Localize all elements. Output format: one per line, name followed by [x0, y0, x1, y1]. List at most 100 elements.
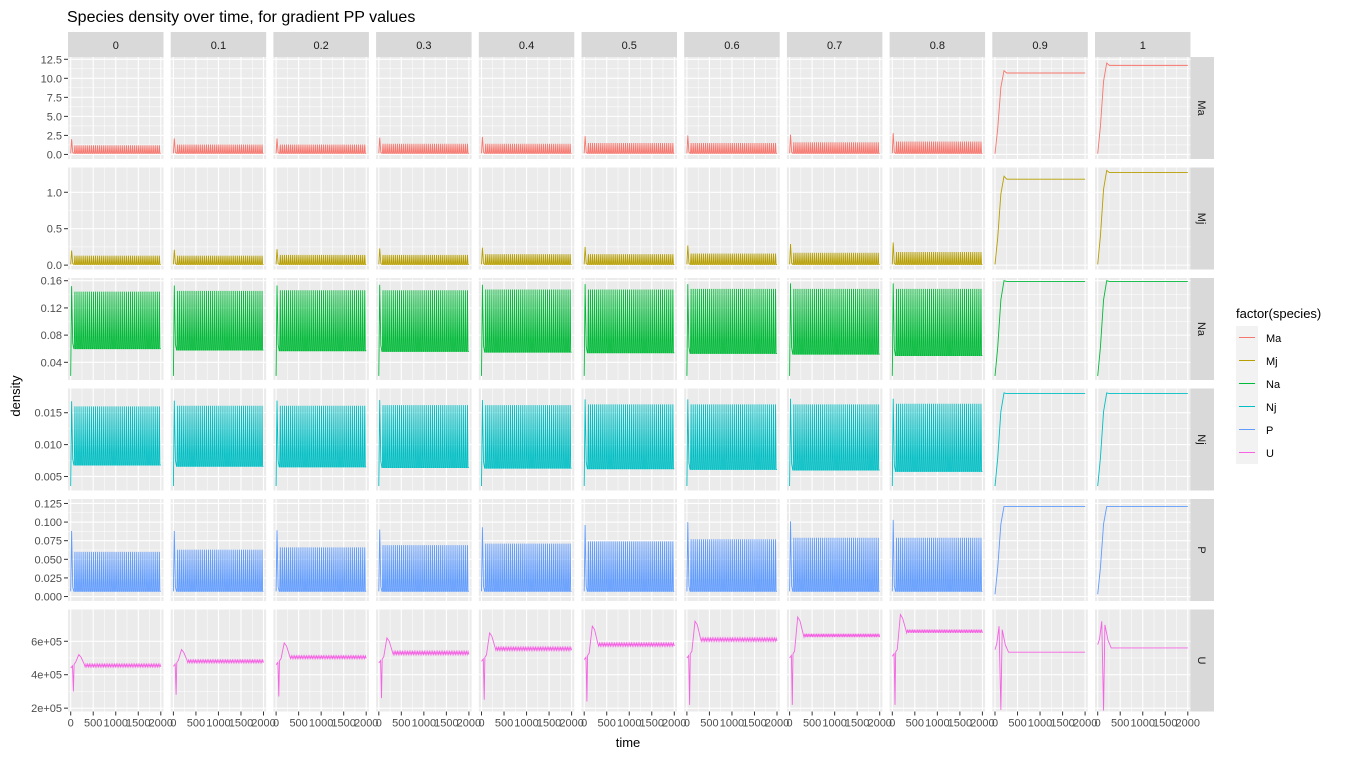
facet-strip-col-label: 0.5: [622, 40, 637, 52]
series-line-Nj-pp-0: [70, 401, 161, 487]
series-line-Mj-pp-0: [70, 250, 161, 265]
series-line-Nj-pp-1: [1097, 392, 1188, 487]
x-tick-label: 500: [1111, 718, 1129, 730]
facet-strip-row: [1190, 167, 1214, 270]
x-tick-label: 1500: [229, 718, 253, 730]
x-tick-label: 2000: [1073, 718, 1097, 730]
y-tick-label: 1.0: [47, 187, 62, 199]
y-tick-label: 2e+05: [31, 703, 62, 715]
y-axis-title: density: [8, 375, 23, 417]
x-tick-label: 500: [84, 718, 102, 730]
facet-strip-row: [1190, 278, 1214, 380]
facet-strip-row-label: Na: [1195, 322, 1207, 337]
facet-strip-row-label: P: [1195, 546, 1207, 553]
x-tick-label: 500: [1008, 718, 1026, 730]
series-line-Nj-pp-0.5: [583, 399, 675, 487]
series-line-Mj-pp-0.6: [686, 245, 777, 265]
x-tick-label: 1500: [331, 718, 355, 730]
series-line-P-pp-0.2: [275, 530, 367, 592]
x-tick-label: 1000: [925, 718, 949, 730]
series-line-Ma-pp-0.5: [583, 136, 675, 154]
y-tick-label: 7.5: [47, 92, 62, 104]
facet-strip-col-label: 0.2: [314, 40, 329, 52]
series-line-U-pp-0.5: [583, 624, 675, 702]
y-tick-label: 0.025: [34, 573, 62, 585]
legend-label-Ma: Ma: [1266, 333, 1282, 345]
series-line-Na-pp-0.1: [172, 285, 264, 376]
series-line-Mj-pp-0.9: [994, 175, 1086, 265]
series-line-Ma-pp-0.9: [994, 69, 1086, 154]
x-tick-label: 1500: [845, 718, 869, 730]
series-line-Na-pp-0.8: [891, 283, 983, 376]
x-tick-label: 1500: [126, 718, 150, 730]
facet-strip-col-label: 0.7: [827, 40, 842, 52]
x-tick-label: 2000: [867, 718, 891, 730]
series-line-Mj-pp-0.1: [172, 249, 264, 265]
y-tick-label: 10.0: [41, 73, 62, 85]
chart-title: Species density over time, for gradient …: [67, 9, 415, 26]
x-tick-label: 2000: [149, 718, 173, 730]
series-line-U-pp-0.6: [686, 619, 778, 705]
series-line-Na-pp-0: [70, 286, 161, 376]
y-tick-label: 4e+05: [31, 670, 62, 682]
x-tick-label: 1000: [412, 718, 436, 730]
x-tick-label: 2000: [765, 718, 789, 730]
facet-strip-col-label: 0: [113, 40, 119, 52]
x-tick-label: 0: [889, 718, 895, 730]
facet-strip-col: [684, 32, 780, 57]
series-line-P-pp-0.3: [378, 529, 469, 592]
series-line-Ma-pp-0.6: [686, 135, 777, 154]
x-tick-label: 1500: [948, 718, 972, 730]
x-tick-label: 2000: [251, 718, 275, 730]
series-line-P-pp-0.6: [686, 522, 777, 592]
x-tick-label: 1500: [1153, 718, 1177, 730]
series-line-Mj-pp-0.4: [481, 247, 572, 265]
series-line-Na-pp-1: [1097, 280, 1188, 376]
series-line-U-pp-1: [1097, 621, 1188, 711]
series-line-Mj-pp-0.3: [378, 248, 469, 265]
x-tick-label: 1500: [640, 718, 664, 730]
series-line-Ma-pp-0: [70, 139, 161, 154]
series-line-Na-pp-0.2: [275, 285, 367, 376]
series-line-Na-pp-0.6: [686, 284, 777, 376]
facet-strip-col: [170, 32, 267, 57]
series-line-Ma-pp-0.4: [481, 136, 572, 154]
series-line-U-pp-0.7: [789, 615, 881, 705]
y-tick-label: 0.0: [47, 260, 62, 272]
y-tick-label: 0.125: [34, 498, 62, 510]
x-tick-label: 1000: [822, 718, 846, 730]
y-tick-label: 12.5: [41, 54, 62, 66]
x-tick-label: 500: [700, 718, 718, 730]
series-line-Ma-pp-0.1: [172, 138, 264, 154]
y-tick-label: 0.075: [34, 536, 62, 548]
x-tick-label: 0: [684, 718, 690, 730]
series-line-Ma-pp-1: [1097, 62, 1188, 154]
series-line-U-pp-0.4: [481, 631, 573, 700]
y-tick-label: 0.100: [34, 517, 62, 529]
series-line-Nj-pp-0.2: [275, 400, 367, 487]
series-line-Mj-pp-0.5: [583, 246, 675, 265]
facet-strip-row-label: U: [1195, 657, 1207, 665]
legend-title: factor(species): [1236, 306, 1321, 321]
facet-strip-row: [1190, 609, 1214, 712]
y-tick-label: 0.08: [41, 330, 62, 342]
series-line-P-pp-0.7: [789, 521, 880, 592]
series-line-Nj-pp-0.6: [686, 399, 777, 487]
legend-label-Nj: Nj: [1266, 402, 1276, 414]
x-tick-label: 1000: [617, 718, 641, 730]
series-line-Mj-pp-1: [1097, 169, 1188, 265]
x-tick-label: 1000: [1131, 718, 1155, 730]
x-tick-label: 0: [787, 718, 793, 730]
series-line-Na-pp-0.5: [583, 284, 675, 376]
facet-panels: 0 0.1 0.2 0.3 0.4 0.5 0.6 0.7 0.8 0.9 1 Ma Mj Na Nj P U 0…: [31, 32, 1214, 730]
series-line-Na-pp-0.9: [994, 280, 1086, 376]
x-tick-label: 0: [478, 718, 484, 730]
facet-strip-row-label: Ma: [1195, 100, 1207, 116]
x-tick-label: 1500: [742, 718, 766, 730]
series-line-Mj-pp-0.7: [789, 243, 880, 265]
x-tick-label: 2000: [662, 718, 686, 730]
x-tick-label: 1000: [1028, 718, 1052, 730]
facet-strip-col: [376, 32, 472, 57]
series-line-Nj-pp-0.9: [994, 392, 1086, 487]
x-tick-label: 500: [495, 718, 513, 730]
